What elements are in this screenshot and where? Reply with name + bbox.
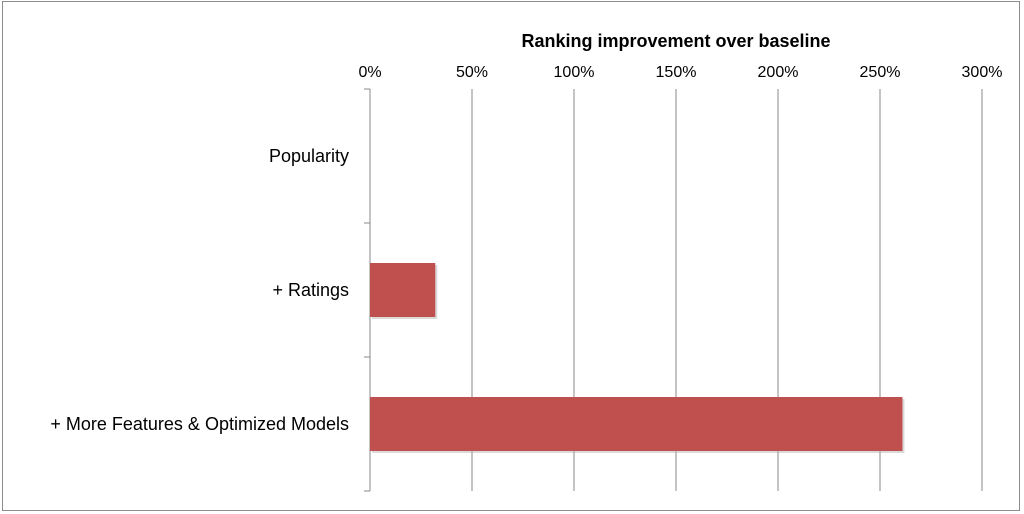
bar bbox=[370, 397, 903, 451]
bars bbox=[370, 263, 905, 453]
x-tick-label: 50% bbox=[456, 64, 488, 81]
category-label: + More Features & Optimized Models bbox=[50, 414, 349, 434]
x-tick-label: 250% bbox=[860, 64, 901, 81]
category-label: Popularity bbox=[269, 146, 349, 166]
x-tick-label: 200% bbox=[758, 64, 799, 81]
x-tick-label: 300% bbox=[962, 64, 1003, 81]
x-tick-label: 100% bbox=[554, 64, 595, 81]
bar bbox=[370, 263, 436, 317]
x-tick-labels: 0% 50% 100% 150% 200% 250% 300% bbox=[358, 64, 1002, 81]
x-tick-label: 0% bbox=[358, 64, 381, 81]
category-labels: Popularity + Ratings + More Features & Opt… bbox=[50, 146, 349, 434]
chart-title: Ranking improvement over baseline bbox=[521, 31, 830, 51]
x-tick-label: 150% bbox=[656, 64, 697, 81]
category-label: + Ratings bbox=[272, 280, 349, 300]
